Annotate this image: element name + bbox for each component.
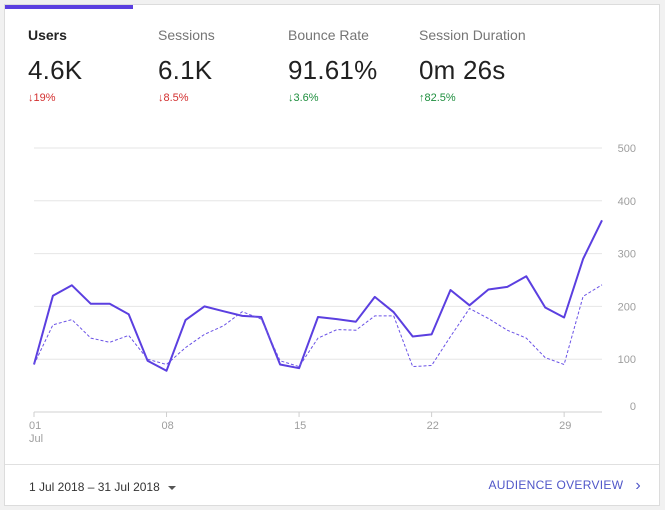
metric-delta: ↓3.6%: [288, 92, 319, 104]
y-tick-label: 100: [618, 354, 636, 366]
audience-overview-label: AUDIENCE OVERVIEW: [488, 478, 624, 492]
metric-delta: ↓19%: [28, 92, 56, 104]
y-tick-label: 400: [618, 196, 636, 208]
arrow-up-icon: ↑: [419, 92, 425, 104]
x-tick-label: 15: [294, 420, 306, 432]
metric-label: Users: [28, 27, 67, 43]
metric-label: Session Duration: [419, 27, 526, 43]
x-tick-label: 01: [29, 420, 41, 432]
divider: [5, 464, 659, 465]
active-tab-indicator: [5, 5, 133, 9]
y-tick-label: 300: [618, 249, 636, 261]
chevron-right-icon: ›: [635, 477, 641, 494]
analytics-card: Users 4.6K ↓19% Sessions 6.1K ↓8.5% Boun…: [4, 4, 660, 506]
metric-label: Bounce Rate: [288, 27, 369, 43]
y-tick-label: 0: [630, 401, 636, 413]
series-line-previous: [33, 284, 603, 368]
arrow-down-icon: ↓: [288, 92, 294, 104]
x-tick-label: 08: [162, 420, 174, 432]
x-tick-label: 22: [427, 420, 439, 432]
metric-value: 0m 26s: [419, 55, 506, 85]
audience-overview-link[interactable]: AUDIENCE OVERVIEW ›: [488, 477, 641, 495]
y-tick-label: 200: [618, 301, 636, 313]
arrow-down-icon: ↓: [158, 92, 164, 104]
date-range-label: 1 Jul 2018 – 31 Jul 2018: [29, 480, 160, 494]
metric-tab-sessions[interactable]: Sessions 6.1K ↓8.5%: [158, 27, 215, 104]
series-line-current: [33, 219, 603, 372]
metric-tab-session-duration[interactable]: Session Duration 0m 26s ↑82.5%: [419, 27, 526, 104]
metric-value: 6.1K: [158, 55, 213, 85]
x-tick-label: 29: [559, 420, 571, 432]
y-tick-label: 500: [618, 143, 636, 155]
arrow-down-icon: ↓: [28, 92, 34, 104]
x-tick-sublabel: Jul: [29, 433, 43, 445]
metric-label: Sessions: [158, 27, 215, 43]
metric-value: 4.6K: [28, 55, 83, 85]
caret-down-icon: [167, 485, 176, 490]
metric-delta: ↑82.5%: [419, 92, 456, 104]
metric-tab-bounce-rate[interactable]: Bounce Rate 91.61% ↓3.6%: [288, 27, 377, 104]
metric-value: 91.61%: [288, 55, 378, 85]
date-range-selector[interactable]: 1 Jul 2018 – 31 Jul 2018: [29, 480, 176, 494]
metric-delta: ↓8.5%: [158, 92, 189, 104]
metric-tab-users[interactable]: Users 4.6K ↓19%: [28, 27, 82, 104]
